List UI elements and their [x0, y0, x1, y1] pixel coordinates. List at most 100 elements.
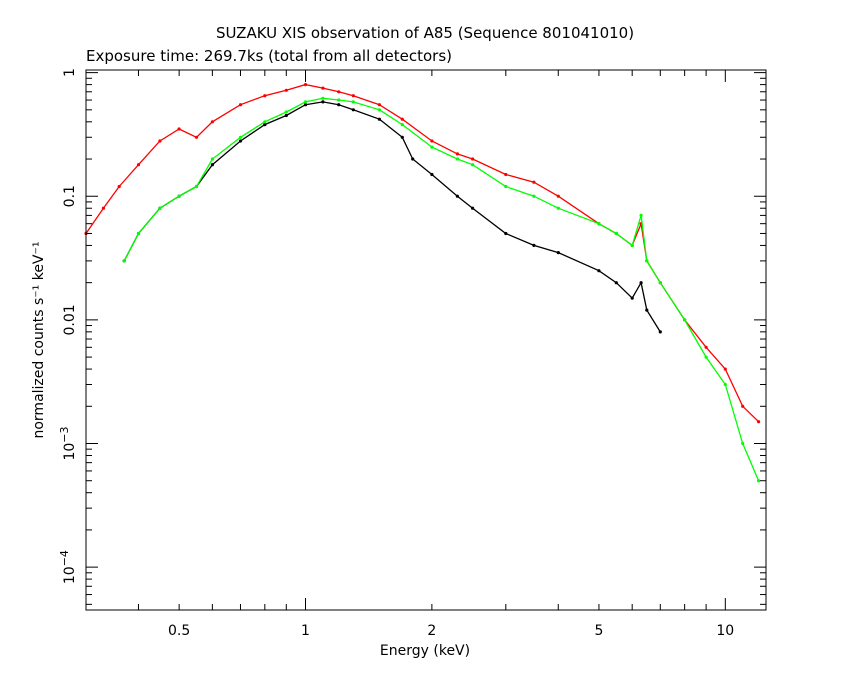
data-point: [377, 103, 381, 107]
data-point: [630, 296, 634, 300]
data-point: [337, 90, 341, 94]
data-point: [337, 98, 341, 102]
data-point: [284, 88, 288, 92]
data-point: [504, 184, 508, 189]
data-point: [177, 127, 181, 131]
x-axis-label: Energy (keV): [380, 643, 470, 659]
data-point: [377, 108, 381, 112]
data-point: [741, 404, 745, 408]
data-point: [455, 152, 459, 156]
data-point: [639, 213, 643, 217]
data-point: [532, 180, 536, 184]
data-point: [430, 145, 434, 149]
data-point: [757, 479, 761, 483]
data-point: [741, 441, 745, 446]
data-point: [210, 157, 214, 161]
data-point: [532, 194, 536, 198]
plot-frame: [85, 69, 767, 611]
data-point: [411, 157, 415, 161]
data-point: [723, 367, 727, 371]
data-point: [284, 113, 288, 118]
data-point: [658, 330, 662, 334]
data-point: [556, 206, 560, 210]
y-tick-label: 0.01: [62, 304, 78, 335]
data-point: [400, 135, 404, 139]
data-point: [556, 194, 560, 198]
data-point: [194, 184, 199, 189]
data-point: [303, 100, 308, 104]
y-tick-label: 0.1: [62, 185, 78, 207]
data-point: [556, 251, 560, 255]
data-point: [337, 103, 341, 107]
data-point: [158, 139, 162, 143]
x-tick-label: 0.5: [168, 623, 190, 639]
data-point: [238, 139, 243, 143]
data-point: [321, 96, 325, 100]
y-tick-label: 1: [62, 68, 78, 77]
data-point: [614, 231, 618, 236]
chart-subtitle: Exposure time: 269.7ks (total from all d…: [86, 47, 452, 65]
data-point: [639, 281, 643, 285]
data-point: [351, 94, 355, 98]
data-point: [194, 135, 199, 139]
data-point: [122, 259, 126, 263]
data-point: [158, 206, 162, 210]
series-line: [85, 83, 760, 423]
data-point: [351, 108, 355, 112]
series-2: [122, 96, 761, 483]
data-point: [597, 269, 601, 273]
data-point: [238, 135, 243, 139]
data-point: [101, 206, 105, 210]
data-point: [303, 103, 308, 107]
data-point: [284, 110, 288, 114]
data-point: [630, 243, 634, 247]
data-point: [645, 308, 649, 312]
data-point: [263, 120, 267, 124]
data-point: [303, 83, 308, 87]
data-point: [455, 157, 459, 161]
series-0: [84, 83, 761, 424]
data-point: [471, 163, 475, 167]
data-point: [658, 281, 662, 285]
x-tick-label: 2: [427, 623, 436, 639]
data-point: [704, 355, 708, 359]
y-tick-label: 10−4: [58, 550, 78, 584]
series-1: [122, 100, 662, 334]
data-point: [704, 345, 708, 349]
data-point: [263, 94, 267, 98]
data-point: [321, 100, 325, 104]
data-point: [177, 194, 181, 198]
data-point: [210, 163, 214, 167]
data-point: [532, 243, 536, 247]
chart-title: SUZAKU XIS observation of A85 (Sequence …: [216, 24, 634, 42]
data-point: [400, 123, 404, 127]
data-point: [136, 231, 141, 236]
data-point: [683, 318, 687, 322]
data-point: [377, 117, 381, 121]
x-tick-label: 5: [594, 623, 603, 639]
series-line: [123, 97, 760, 481]
data-point: [757, 420, 761, 424]
data-point: [210, 120, 214, 124]
y-axis-label: normalized counts s⁻¹ keV⁻¹: [31, 241, 47, 438]
data-point: [504, 231, 508, 236]
data-point: [321, 86, 325, 90]
data-point: [597, 222, 601, 226]
x-tick-label: 10: [716, 623, 734, 639]
series-line: [123, 101, 661, 333]
data-point: [471, 157, 475, 161]
data-point: [400, 117, 404, 121]
data-point: [504, 172, 508, 177]
data-point: [238, 103, 243, 107]
data-point: [351, 100, 355, 104]
x-tick-label: 1: [301, 623, 310, 639]
data-point: [614, 281, 618, 285]
data-point: [263, 123, 267, 127]
data-point: [645, 259, 649, 263]
data-point: [723, 382, 727, 387]
series-layer: [84, 83, 761, 483]
tick-layer: 0.5 1 2 5 10 1 0.1 0.01 10−3 10−4: [58, 68, 766, 639]
data-point: [455, 194, 459, 198]
data-point: [117, 184, 121, 189]
